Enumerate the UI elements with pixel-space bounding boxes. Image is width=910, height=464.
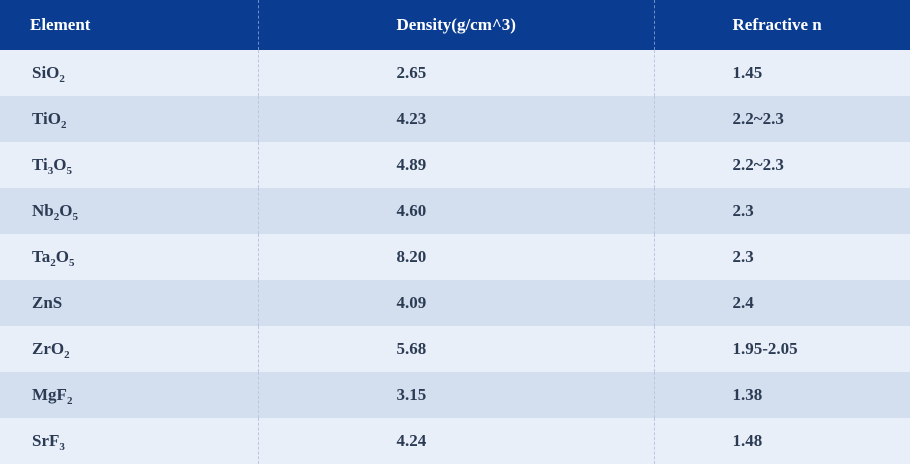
cell-element: Ta2O5 <box>0 234 259 280</box>
cell-density: 4.23 <box>258 96 655 142</box>
cell-density: 4.60 <box>258 188 655 234</box>
header-row: Element Density(g/cm^3) Refractive n <box>0 0 910 50</box>
formula-part: MgF <box>32 385 67 404</box>
table-row: Ta2O5 8.20 2.3 <box>0 234 910 280</box>
formula-subscript: 2 <box>50 257 56 269</box>
formula-subscript: 2 <box>64 349 70 361</box>
cell-element: Nb2O5 <box>0 188 259 234</box>
table-row: SrF3 4.24 1.48 <box>0 418 910 464</box>
formula-subscript: 2 <box>60 119 67 131</box>
formula-subscript: 5 <box>69 257 75 269</box>
table-row: MgF2 3.15 1.38 <box>0 372 910 418</box>
formula-part: SiO <box>32 63 60 82</box>
formula-part: Ti <box>32 155 48 174</box>
table-row: TiO2 4.23 2.2~2.3 <box>0 96 910 142</box>
formula-part: O <box>55 247 70 266</box>
cell-refractive: 2.2~2.3 <box>732 155 784 174</box>
cell-density: 4.89 <box>258 142 655 188</box>
cell-element: Ti3O5 <box>0 142 259 188</box>
cell-refractive: 2.4 <box>732 293 754 312</box>
table-header: Element Density(g/cm^3) Refractive n <box>0 0 910 50</box>
formula-part: TiO <box>32 109 61 128</box>
cell-refractive: 2.2~2.3 <box>732 109 784 128</box>
formula-part: ZnS <box>32 293 63 312</box>
cell-density: 2.65 <box>258 50 655 96</box>
header-density: Density(g/cm^3) <box>258 0 655 50</box>
formula-part: SrF <box>32 431 60 450</box>
formula-part: ZrO <box>32 339 65 358</box>
formula-subscript: 3 <box>47 165 54 177</box>
formula-subscript: 2 <box>66 395 73 407</box>
formula-subscript: 2 <box>53 211 60 223</box>
cell-density: 8.20 <box>258 234 655 280</box>
cell-refractive: 1.45 <box>732 63 763 82</box>
cell-refractive: 1.38 <box>732 385 763 404</box>
cell-refractive: 2.3 <box>732 247 754 266</box>
cell-element: ZnS <box>0 280 259 326</box>
cell-refractive: 2.3 <box>732 201 754 220</box>
table-row: Nb2O5 4.60 2.3 <box>0 188 910 234</box>
header-element: Element <box>0 0 259 50</box>
table-row: ZrO2 5.68 1.95-2.05 <box>0 326 910 372</box>
cell-element: MgF2 <box>0 372 259 418</box>
cell-element: SiO2 <box>0 50 259 96</box>
formula-subscript: 5 <box>66 165 73 177</box>
cell-element: ZrO2 <box>0 326 259 372</box>
header-refractive: Refractive n <box>732 15 822 34</box>
formula-subscript: 3 <box>59 441 65 453</box>
cell-density: 5.68 <box>258 326 655 372</box>
cell-density: 4.24 <box>258 418 655 464</box>
formula-part: O <box>53 155 67 174</box>
table-row: Ti3O5 4.89 2.2~2.3 <box>0 142 910 188</box>
formula-part: Nb <box>32 201 54 220</box>
cell-density: 3.15 <box>258 372 655 418</box>
table-row: SiO2 2.65 1.45 <box>0 50 910 96</box>
table-body: SiO2 2.65 1.45 TiO2 4.23 2.2~2.3 Ti3O5 4.89 2.2~… <box>0 50 910 464</box>
cell-density: 4.09 <box>258 280 655 326</box>
formula-subscript: 2 <box>59 73 65 85</box>
cell-refractive: 1.95-2.05 <box>732 339 798 358</box>
formula-part: O <box>59 201 73 220</box>
cell-element: SrF3 <box>0 418 259 464</box>
formula-part: Ta <box>32 247 51 266</box>
cell-element: TiO2 <box>0 96 259 142</box>
formula-subscript: 5 <box>72 211 78 223</box>
cell-refractive: 1.48 <box>732 431 763 450</box>
table-row: ZnS 4.09 2.4 <box>0 280 910 326</box>
